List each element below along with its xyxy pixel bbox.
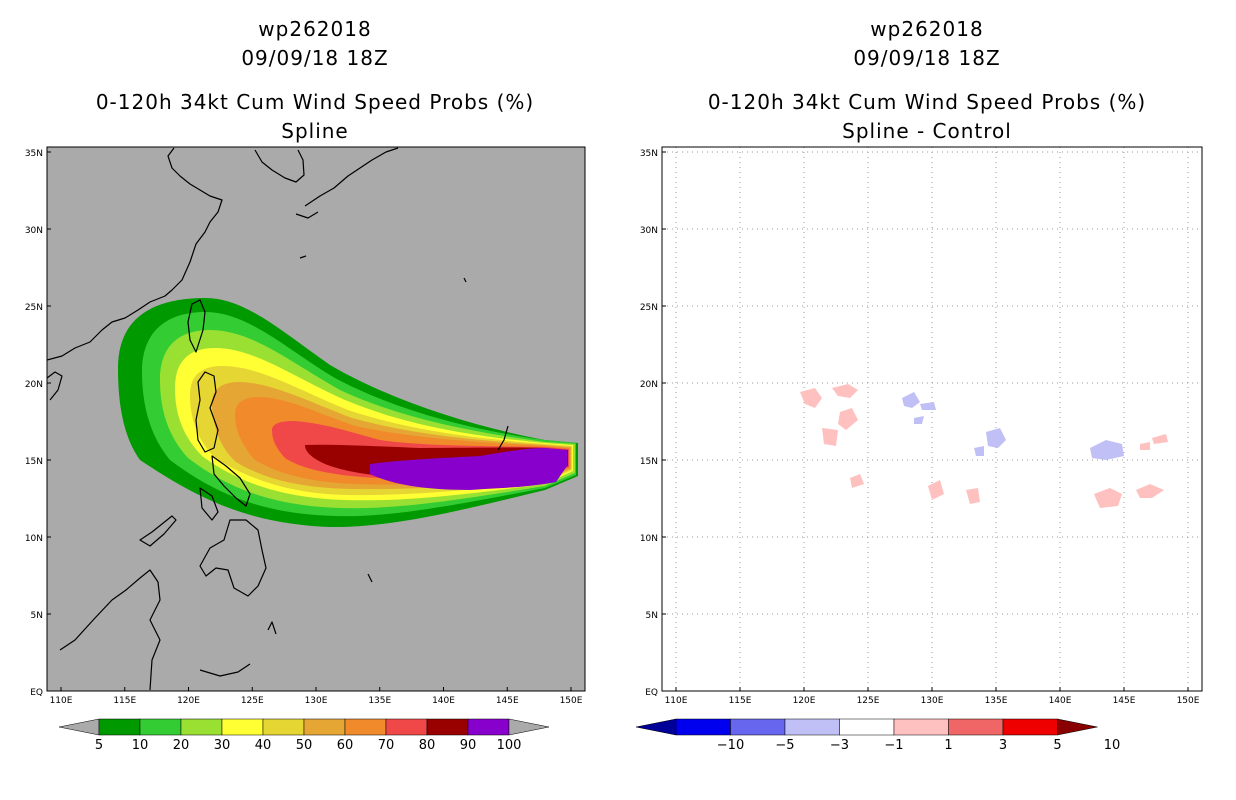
legend-label: 50: [296, 738, 313, 753]
lon-label: 110E: [50, 696, 73, 706]
legend-left-arrow: [58, 718, 100, 736]
lon-label: 140E: [432, 696, 455, 706]
lat-label: 5N: [646, 611, 658, 621]
right-legend: −10 −5 −3 −1 1 3 5 10: [635, 718, 1121, 753]
lat-label: 25N: [25, 303, 43, 313]
legend-swatch: [426, 718, 469, 736]
lon-label: 125E: [241, 696, 264, 706]
legend-left-arrow: [635, 718, 677, 736]
lon-label: 120E: [793, 696, 816, 706]
right-storm-id: wp262018: [870, 17, 984, 41]
legend-swatch: [893, 718, 949, 736]
left-datetime: 09/09/18 18Z: [241, 46, 389, 70]
legend-label: 80: [419, 738, 436, 753]
right-product-block: 0-120h 34kt Cum Wind Speed Probs (%) Spl…: [627, 88, 1227, 146]
lat-label: 15N: [640, 457, 658, 467]
legend-label: 3: [999, 738, 1007, 753]
left-title-block: wp262018 09/09/18 18Z: [15, 15, 615, 73]
lon-label: 120E: [177, 696, 200, 706]
left-subtitle: Spline: [281, 119, 349, 143]
lon-label: 145E: [1113, 696, 1136, 706]
legend-swatch: [839, 718, 895, 736]
lon-label: 115E: [113, 696, 136, 706]
lon-label: 115E: [729, 696, 752, 706]
lon-label: 140E: [1049, 696, 1072, 706]
legend-label: −5: [775, 738, 794, 753]
legend-swatch: [467, 718, 510, 736]
legend-swatch: [675, 718, 731, 736]
legend-label: 1: [944, 738, 952, 753]
lat-label: 30N: [25, 226, 43, 236]
lon-label: 150E: [1177, 696, 1200, 706]
lat-label: 20N: [640, 380, 658, 390]
right-difference-patches: [800, 384, 1168, 508]
lon-label: 130E: [921, 696, 944, 706]
legend-right-arrow: [508, 718, 550, 736]
right-lon-labels: 110E 115E 120E 125E 130E 135E 140E 145E 150E: [665, 687, 1200, 706]
legend-label: −10: [717, 738, 744, 753]
lon-label: 150E: [560, 696, 583, 706]
legend-swatch: [784, 718, 840, 736]
lat-label: 10N: [25, 534, 43, 544]
legend-label: 10: [1104, 738, 1121, 753]
legend-swatch: [344, 718, 387, 736]
legend-swatch: [948, 718, 1004, 736]
lon-label: 130E: [305, 696, 328, 706]
lat-label: 35N: [25, 149, 43, 159]
legend-label: 5: [1053, 738, 1061, 753]
right-lat-labels: EQ 5N 10N 15N 20N 25N 30N 35N: [640, 149, 666, 698]
legend-swatch: [262, 718, 305, 736]
legend-label: −3: [830, 738, 849, 753]
left-product: 0-120h 34kt Cum Wind Speed Probs (%): [95, 90, 535, 114]
legend-swatch: [221, 718, 264, 736]
legend-label: 20: [173, 738, 190, 753]
legend-label: 40: [255, 738, 272, 753]
legend-label: −1: [884, 738, 903, 753]
legend-swatch: [385, 718, 428, 736]
lon-label: 145E: [496, 696, 519, 706]
lon-label: 110E: [665, 696, 688, 706]
legend-right-arrow: [1057, 718, 1098, 736]
right-subtitle: Spline - Control: [842, 119, 1012, 143]
right-datetime: 09/09/18 18Z: [853, 46, 1001, 70]
left-legend: 5 10 20 30 40 50 60 70 80 90 100: [58, 718, 550, 753]
legend-label: 90: [460, 738, 477, 753]
legend-label: 30: [214, 738, 231, 753]
lat-label: 5N: [31, 611, 43, 621]
legend-swatch: [139, 718, 182, 736]
legend-label: 10: [132, 738, 149, 753]
left-probability-contours: [118, 298, 578, 528]
legend-swatch: [730, 718, 786, 736]
right-gridlines: [662, 147, 1202, 691]
legend-label: 60: [337, 738, 354, 753]
lat-label: 20N: [25, 380, 43, 390]
legend-swatch: [98, 718, 141, 736]
lat-label: 30N: [640, 226, 658, 236]
lat-label: 10N: [640, 534, 658, 544]
right-product: 0-120h 34kt Cum Wind Speed Probs (%): [707, 90, 1147, 114]
left-storm-id: wp262018: [258, 17, 372, 41]
lat-label: 35N: [640, 149, 658, 159]
legend-swatch: [180, 718, 223, 736]
right-title-block: wp262018 09/09/18 18Z: [627, 15, 1227, 73]
legend-swatch: [1002, 718, 1058, 736]
legend-label: 5: [95, 738, 103, 753]
lon-label: 135E: [985, 696, 1008, 706]
lat-label: 25N: [640, 303, 658, 313]
legend-swatch: [303, 718, 346, 736]
lat-label: EQ: [30, 688, 43, 698]
lon-label: 125E: [857, 696, 880, 706]
lon-label: 135E: [368, 696, 391, 706]
left-lat-labels: EQ 5N 10N 15N 20N 25N 30N 35N: [25, 149, 51, 698]
left-product-block: 0-120h 34kt Cum Wind Speed Probs (%) Spl…: [15, 88, 615, 146]
lat-label: EQ: [645, 688, 658, 698]
lat-label: 15N: [25, 457, 43, 467]
legend-label: 70: [378, 738, 395, 753]
legend-label: 100: [497, 738, 522, 753]
left-lon-labels: 110E 115E 120E 125E 130E 135E 140E 145E 150E: [50, 687, 583, 706]
